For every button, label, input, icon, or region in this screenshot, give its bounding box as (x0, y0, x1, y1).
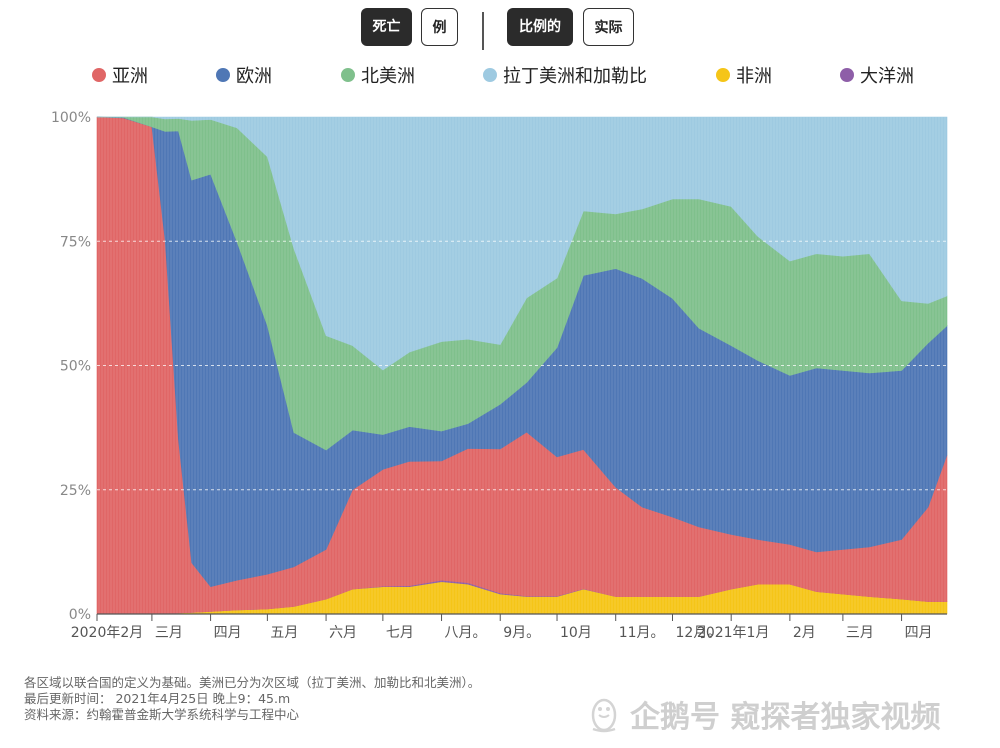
legend-swatch (483, 68, 497, 82)
actual-toggle-button[interactable]: 实际 (583, 8, 634, 46)
deaths-toggle-button[interactable]: 死亡 (361, 8, 412, 46)
x-tick-label: 七月 (386, 625, 414, 641)
legend-label: 亚洲 (112, 66, 148, 87)
last-updated: 最后更新时间： 2021年4月25日 晚上9：45.m (24, 691, 291, 706)
watermark: 企鹅号 窥探者独家视频 (588, 690, 940, 738)
legend-label: 拉丁美洲和加勒比 (503, 66, 647, 87)
toggle-separator (482, 12, 484, 50)
stacked-area-chart: 0%25%50%75%100%2020年2月 三月 四月 五月 六月 七月 八月。 9月。 10… (51, 110, 948, 641)
series-area-拉丁美洲和加勒比 (97, 116, 948, 371)
x-tick-label: 2月 (793, 625, 816, 641)
x-tick-label: 八月。 (445, 625, 487, 641)
x-tick-label: 2020年2月 (71, 625, 144, 641)
x-tick-label: 三月 (155, 625, 183, 641)
x-tick-label: 2021年1月 (697, 625, 770, 641)
legend-swatch (840, 68, 854, 82)
legend-item-africa[interactable]: 非洲 (716, 62, 772, 88)
watermark-text: 企鹅号 窥探者独家视频 (630, 700, 941, 735)
penguin-logo-icon (591, 698, 617, 733)
y-tick-label: 25% (60, 483, 91, 499)
x-tick-label: 五月 (270, 625, 298, 641)
x-tick-label: 六月 (329, 625, 357, 641)
y-tick-label: 100% (51, 110, 91, 126)
legend-swatch (216, 68, 230, 82)
x-tick-label: 四月 (214, 625, 242, 641)
y-tick-label: 0% (69, 607, 91, 623)
x-tick-label: 四月 (905, 625, 933, 641)
legend-label: 北美洲 (361, 66, 415, 87)
x-tick-label: 11月。 (619, 625, 665, 641)
data-source: 资料来源：约翰霍普金斯大学系统科学与工程中心 (24, 707, 300, 722)
legend-item-north-america[interactable]: 北美洲 (341, 62, 415, 88)
daily-bar-stripes (98, 117, 946, 614)
legend-label: 大洋洲 (860, 66, 914, 87)
region-note: 各区域以联合国的定义为基础。美洲已分为次区域（拉丁美洲、加勒比和北美洲）。 (24, 675, 481, 690)
chart-legend: 亚洲 欧洲 北美洲 拉丁美洲和加勒比 非洲 大洋洲 (0, 62, 1000, 88)
legend-swatch (716, 68, 730, 82)
y-tick-label: 75% (60, 234, 91, 250)
legend-label: 欧洲 (236, 66, 272, 87)
x-tick-label: 9月。 (503, 625, 540, 641)
legend-label: 非洲 (736, 66, 772, 87)
chart-footer: 各区域以联合国的定义为基础。美洲已分为次区域（拉丁美洲、加勒比和北美洲）。 最后… (24, 675, 480, 723)
x-tick-label: 12月。 (676, 625, 722, 641)
legend-item-europe[interactable]: 欧洲 (216, 62, 272, 88)
y-tick-label: 50% (60, 359, 91, 375)
legend-swatch (341, 68, 355, 82)
area-layer (96, 116, 948, 615)
legend-item-oceania[interactable]: 大洋洲 (840, 62, 914, 88)
legend-swatch (92, 68, 106, 82)
x-tick-label: 三月 (846, 625, 874, 641)
cases-toggle-button[interactable]: 例 (421, 8, 458, 46)
legend-item-latin-america[interactable]: 拉丁美洲和加勒比 (483, 62, 647, 88)
toggle-bar: 死亡 例 比例的 实际 (0, 8, 1000, 50)
proportional-toggle-button[interactable]: 比例的 (507, 8, 573, 46)
x-tick-label: 10月 (560, 625, 592, 641)
legend-item-asia[interactable]: 亚洲 (92, 62, 148, 88)
